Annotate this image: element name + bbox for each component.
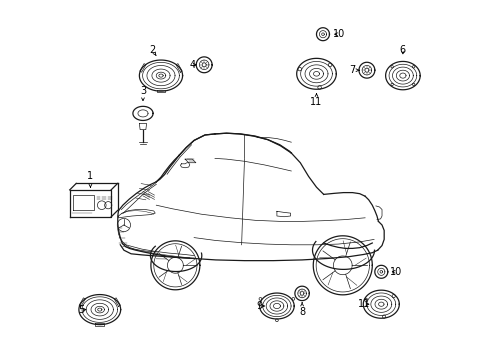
Text: 4: 4 bbox=[189, 60, 195, 70]
Text: 11: 11 bbox=[310, 96, 322, 107]
Text: 2: 2 bbox=[148, 45, 155, 55]
Text: 7: 7 bbox=[348, 65, 355, 75]
Text: 8: 8 bbox=[299, 307, 305, 318]
Text: 10: 10 bbox=[389, 267, 402, 277]
Text: 11: 11 bbox=[357, 299, 369, 309]
Text: 1: 1 bbox=[87, 171, 93, 181]
Text: 6: 6 bbox=[399, 45, 405, 55]
Text: 9: 9 bbox=[256, 301, 262, 311]
Text: 3: 3 bbox=[140, 86, 146, 96]
Text: 5: 5 bbox=[79, 305, 85, 315]
Text: 10: 10 bbox=[332, 29, 345, 39]
